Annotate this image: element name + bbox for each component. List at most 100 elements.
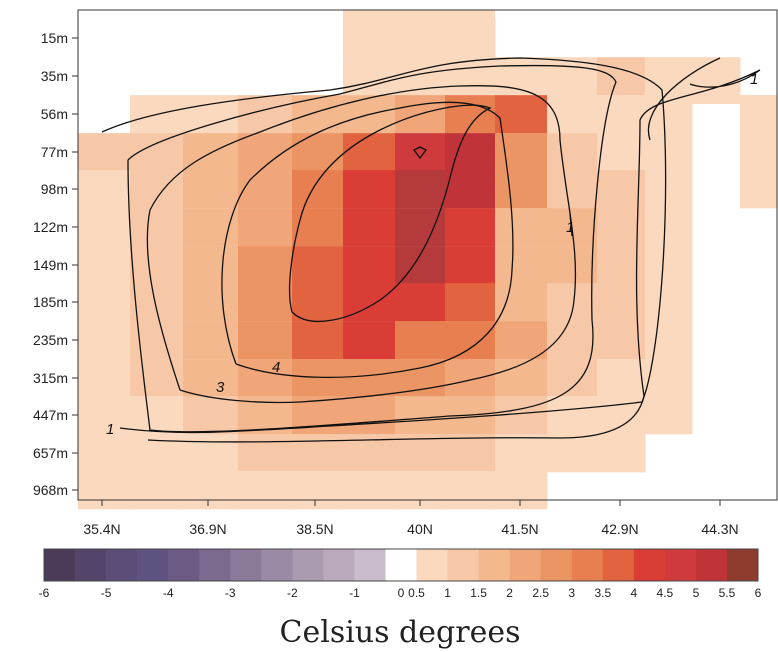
colorbar-swatch xyxy=(571,549,604,581)
colorbar-label: 5 xyxy=(693,586,700,600)
colorbar-swatch xyxy=(44,549,76,581)
contour-labels: 1 1 3 4 1 xyxy=(106,71,758,438)
colorbar-swatch xyxy=(695,549,728,581)
heatmap-cell xyxy=(597,283,646,322)
heatmap-cell xyxy=(292,283,344,322)
y-tick-label: 149m xyxy=(33,257,68,273)
y-tick-label: 122m xyxy=(33,219,68,235)
heatmap-cell xyxy=(495,283,548,322)
heatmap-cell xyxy=(78,208,131,247)
heatmap-cell xyxy=(292,208,344,247)
y-tick-label: 98m xyxy=(41,181,68,197)
colorbar-swatch xyxy=(633,549,666,581)
colorbar-label: -3 xyxy=(225,586,236,600)
heatmap-cell xyxy=(395,170,446,209)
y-tick-label: 657m xyxy=(33,445,68,461)
heatmap-cell xyxy=(292,471,344,510)
heatmap-cell xyxy=(183,246,239,285)
heatmap-cell xyxy=(645,283,693,322)
colorbar: -6 -5 -4 -3 -2 -1 0 0.5 1 1.5 2 2.5 3 3.5 4 4.5 5 5.5 6 xyxy=(39,548,762,600)
contour-line xyxy=(127,64,617,433)
contour-label: 4 xyxy=(272,359,280,376)
heatmap-cell xyxy=(238,283,293,322)
heatmap-cell xyxy=(445,246,496,285)
colorbar-title: Celsius degrees xyxy=(280,615,521,650)
heatmap-cell xyxy=(343,359,396,398)
heatmap-cell xyxy=(645,396,693,435)
contour-line xyxy=(101,57,667,434)
colorbar-swatch xyxy=(106,549,138,581)
colorbar-label: -1 xyxy=(349,586,360,600)
heatmap-cell xyxy=(395,133,446,172)
contour-label: 1 xyxy=(106,421,114,438)
heatmap-cell xyxy=(645,359,693,398)
contour-line xyxy=(221,101,514,378)
colorbar-label: 1.5 xyxy=(470,586,487,600)
colorbar-label: -6 xyxy=(39,586,50,600)
contour-line xyxy=(413,146,427,160)
heatmap-cell xyxy=(547,321,598,360)
contour-label: 1 xyxy=(566,219,574,236)
colorbar-label: 1 xyxy=(444,586,451,600)
heatmap-cell xyxy=(395,396,446,435)
x-tick-label: 44.3N xyxy=(701,521,738,537)
heatmap-cell xyxy=(130,283,184,322)
contour-line xyxy=(146,85,577,404)
heatmap-cell xyxy=(343,246,396,285)
heatmap-cell xyxy=(395,283,446,322)
heatmap-cell xyxy=(495,359,548,398)
colorbar-label: 4 xyxy=(630,586,637,600)
heatmap-cell xyxy=(343,133,396,172)
heatmap-cell xyxy=(292,95,344,134)
contour-label: 1 xyxy=(750,71,758,88)
y-axis: 15m 35m 56m 77m 98m 122m 149m 185m 235m 315m 447m 6… xyxy=(33,30,78,498)
heatmap-cell xyxy=(292,359,344,398)
heatmap-cell xyxy=(78,434,131,473)
colorbar-frame xyxy=(43,548,759,582)
y-tick-label: 56m xyxy=(41,106,68,122)
heatmap-cell xyxy=(343,10,495,38)
heatmap-cell xyxy=(78,471,131,510)
heatmap-cell xyxy=(78,359,131,398)
heatmap-cell xyxy=(547,396,597,442)
colorbar-swatch xyxy=(509,549,541,581)
x-tick-label: 38.5N xyxy=(296,521,333,537)
heatmap-cell xyxy=(547,246,598,285)
heatmap-cell xyxy=(130,246,184,285)
heatmap-cell xyxy=(130,396,184,435)
colorbar-swatch xyxy=(540,549,573,581)
colorbar-swatch xyxy=(168,549,200,581)
colorbar-label: 3 xyxy=(568,586,575,600)
heatmap-cell xyxy=(238,321,293,360)
y-tick-label: 185m xyxy=(33,294,68,310)
heatmap-cell xyxy=(395,321,446,360)
colorbar-swatch xyxy=(416,549,448,581)
colorbar-label: 2.5 xyxy=(532,586,549,600)
heatmap-cell xyxy=(597,246,646,285)
colorbar-swatch xyxy=(75,549,107,581)
y-tick-label: 35m xyxy=(41,68,68,84)
heatmap-cell xyxy=(238,434,293,473)
colorbar-label: 0.5 xyxy=(408,586,425,600)
heatmap-cell xyxy=(183,283,239,322)
y-tick-label: 968m xyxy=(33,482,68,498)
heatmap-cell xyxy=(445,471,496,510)
colorbar-swatch xyxy=(664,549,697,581)
colorbar-swatch xyxy=(323,549,355,581)
contour-line xyxy=(647,57,721,141)
heatmap-cell xyxy=(183,170,239,209)
heatmap-cell xyxy=(645,208,693,247)
heatmap-cell xyxy=(495,471,548,510)
heatmap-cell xyxy=(645,133,693,172)
heatmap-cell xyxy=(395,208,446,247)
heatmap-cell xyxy=(445,170,496,209)
heatmap-cell xyxy=(130,170,184,209)
heatmap-cell xyxy=(495,396,548,435)
heatmap-cell xyxy=(495,321,548,360)
heatmap-cell xyxy=(183,396,239,435)
colorbar-swatch xyxy=(137,549,169,581)
heatmap-cell xyxy=(238,170,293,209)
heatmap-cell xyxy=(130,208,184,247)
heatmap-cell xyxy=(343,321,396,360)
heatmap-cell xyxy=(445,359,496,398)
